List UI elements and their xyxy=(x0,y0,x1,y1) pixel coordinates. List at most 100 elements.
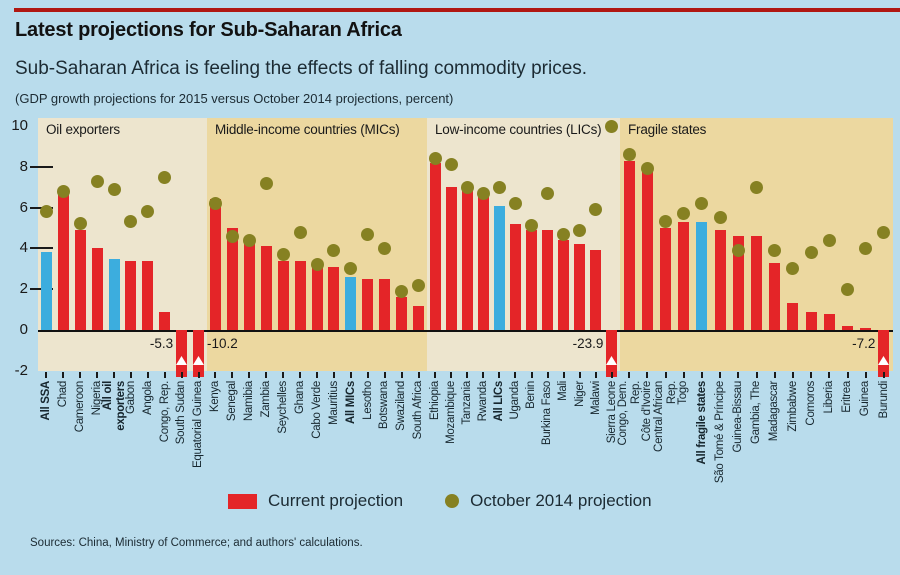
legend-current-label: Current projection xyxy=(268,491,404,510)
bar-comoros xyxy=(805,311,817,330)
y-axis-label-4: 4 xyxy=(19,239,28,257)
group-header-middle-income-countries-mics: Middle-income countries (MICs) xyxy=(215,122,400,137)
dot-sierra-leone xyxy=(605,119,619,133)
bar-senegal xyxy=(226,228,238,330)
bar-eritrea xyxy=(842,325,853,330)
bar-south-africa xyxy=(413,305,425,330)
dot-mali xyxy=(557,227,571,241)
october-projection-dot-icon xyxy=(445,494,460,508)
bar-tanzania xyxy=(461,189,473,330)
x-tick-tanzania xyxy=(466,372,469,378)
dot-madagascar xyxy=(768,243,782,257)
bar-central-african-rep xyxy=(660,228,671,330)
x-tick-c-te-d-ivoire xyxy=(646,372,649,378)
dot-benin xyxy=(525,219,539,233)
x-axis-label-togo: Togo xyxy=(677,381,690,405)
bar-zambia xyxy=(260,246,272,330)
bar-nigeria xyxy=(91,248,103,330)
x-tick-angola xyxy=(146,372,149,378)
x-tick-rwanda xyxy=(482,372,485,378)
bar-congo-rep xyxy=(159,311,171,330)
y-axis-label-0: 0 xyxy=(19,321,28,338)
y-axis-label--2: -2 xyxy=(14,361,28,379)
x-tick-mauritius xyxy=(332,372,335,378)
dot-ethiopia xyxy=(428,152,442,166)
bar-benin xyxy=(526,230,538,330)
x-tick-all-fragile-states xyxy=(700,372,703,378)
dot-all-fragile-states xyxy=(695,197,709,211)
dot-angola xyxy=(141,205,155,219)
bar-madagascar xyxy=(769,262,781,330)
source-note: Sources: China, Ministry of Commerce; an… xyxy=(30,537,363,549)
legend-october-label: October 2014 projection xyxy=(470,491,652,510)
panel-middle-income-countries-mics xyxy=(207,118,427,371)
figure-note: (GDP growth projections for 2015 versus … xyxy=(15,91,454,106)
dot-congo-rep xyxy=(158,170,172,184)
x-tick-malawi xyxy=(594,372,597,378)
y-axis-label-2: 2 xyxy=(19,280,28,298)
dot-zambia xyxy=(259,176,273,190)
dot-guinea-bissau xyxy=(731,243,745,257)
x-axis-label-zimbabwe: Zimbabwe xyxy=(786,381,799,432)
x-axis-label-chad: Chad xyxy=(57,381,70,408)
dot-senegal xyxy=(225,229,239,243)
x-tick-burundi xyxy=(882,372,885,378)
x-axis-label-angola: Angola xyxy=(141,381,154,416)
bar-guinea xyxy=(860,327,872,330)
y-gridtick-4 xyxy=(30,247,53,250)
bar-guinea-bissau xyxy=(732,236,744,330)
group-header-oil-exporters: Oil exporters xyxy=(46,122,120,137)
value-label-sierra-leone: -23.9 xyxy=(572,336,604,351)
x-tick-seychelles xyxy=(282,372,285,378)
dot-congo-dem-rep xyxy=(622,148,636,162)
x-tick-mali xyxy=(562,372,565,378)
bar-sierra-leone-clipped xyxy=(606,330,618,377)
bar-rwanda xyxy=(477,197,489,330)
dot-togo xyxy=(677,207,691,221)
bar-ethiopia xyxy=(429,162,441,330)
bar-s-o-tom-pr-ncipe xyxy=(714,230,726,330)
x-tick-comoros xyxy=(810,372,813,378)
bar-break-icon-equatorial-guinea xyxy=(193,352,205,365)
dot-c-te-d-ivoire xyxy=(640,162,654,176)
x-tick-chad xyxy=(62,372,65,378)
bar-cabo-verde xyxy=(311,262,323,330)
bar-break-icon-sierra-leone xyxy=(606,352,618,365)
x-tick-sierra-leone xyxy=(610,372,613,378)
bar-angola xyxy=(142,260,154,330)
dot-all-lics xyxy=(492,180,506,194)
dot-guinea xyxy=(859,241,873,255)
current-projection-swatch-icon xyxy=(228,493,257,509)
x-tick-nigeria xyxy=(96,372,99,378)
x-tick-south-sudan xyxy=(180,372,183,378)
bar-all-oil-exporters xyxy=(108,258,120,330)
bar-kenya xyxy=(209,199,221,330)
bar-burkina-faso xyxy=(542,230,554,330)
dot-mozambique xyxy=(444,158,458,172)
x-tick-uganda xyxy=(514,372,517,378)
dot-niger xyxy=(573,223,587,237)
bar-togo xyxy=(678,221,690,330)
bar-equatorial-guinea-clipped xyxy=(193,330,205,377)
bar-all-fragile-states xyxy=(696,221,708,330)
bar-gabon xyxy=(125,260,137,330)
x-axis-label-liberia: Liberia xyxy=(823,381,836,414)
x-tick-benin xyxy=(530,372,533,378)
x-tick-south-africa xyxy=(417,372,420,378)
dot-malawi xyxy=(589,203,603,217)
value-label-equatorial-guinea: -10.2 xyxy=(207,336,238,351)
dot-namibia xyxy=(242,233,256,247)
x-tick-gabon xyxy=(129,372,132,378)
x-axis-label-eritrea: Eritrea xyxy=(841,381,854,413)
dot-cameroon xyxy=(73,217,87,231)
bar-lesotho xyxy=(362,279,374,330)
dot-gambia-the xyxy=(750,180,763,194)
x-axis-label-guinea-bissau: Guinea-Bissau xyxy=(732,381,745,453)
x-tick-senegal xyxy=(231,372,234,378)
x-tick-burkina-faso xyxy=(546,372,549,378)
x-axis-label-cameroon: Cameroon xyxy=(74,381,86,433)
dot-all-mics xyxy=(344,262,358,276)
bar-cameroon xyxy=(74,230,86,330)
x-tick-madagascar xyxy=(773,372,776,378)
